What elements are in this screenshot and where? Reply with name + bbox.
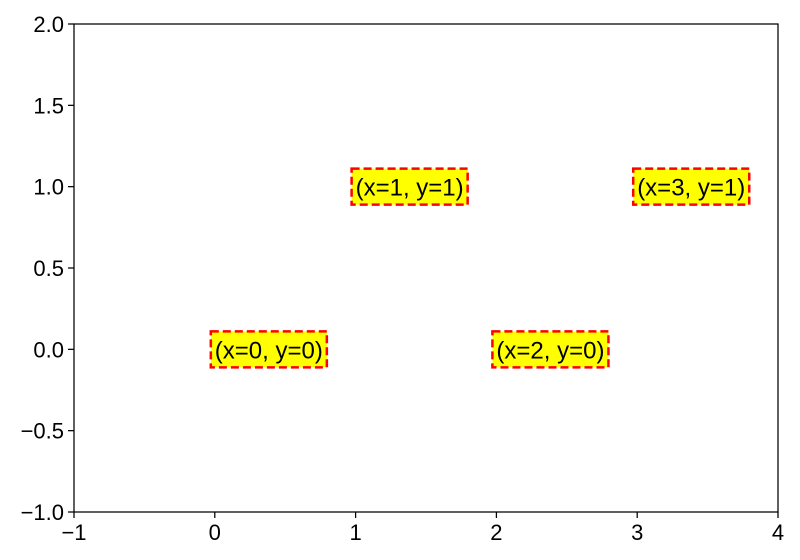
y-tick-label: −1.0 [21,500,64,525]
annotation-label: (x=0, y=0) [209,330,329,369]
y-tick-label: 0.5 [33,256,64,281]
annotation-box [491,330,610,369]
x-tick-label: 3 [631,520,643,545]
x-tick-label: 1 [349,520,361,545]
x-tick-label: −1 [61,520,86,545]
annotation-label: (x=2, y=0) [491,330,610,369]
y-axis: −1.0 −0.5 0.0 0.5 1.0 1.5 2.0 [21,12,74,525]
y-tick-label: 1.5 [33,93,64,118]
annotations: (x=0, y=0) (x=1, y=1) (x=2, y=0) (x=3, y=1) [209,167,751,369]
annotation-box [350,167,469,206]
plot-area [73,23,779,513]
annotation-text: (x=3, y=1) [637,175,745,202]
y-tick-label: 2.0 [33,12,64,37]
annotation-text: (x=0, y=0) [215,337,323,364]
annotation-label: (x=1, y=1) [350,167,469,206]
annotation-text: (x=2, y=0) [496,337,604,364]
annotation-label: (x=3, y=1) [631,167,751,206]
annotation-text: (x=1, y=1) [356,175,464,202]
y-tick-label: 1.0 [33,175,64,200]
y-tick-label: 0.0 [33,337,64,362]
y-tick-label: −0.5 [21,419,64,444]
x-axis: −1 0 1 2 3 4 [61,512,784,545]
x-tick-label: 4 [772,520,784,545]
x-tick-label: 2 [490,520,502,545]
annotation-box [209,330,329,369]
annotation-box [631,167,751,206]
x-tick-label: 0 [209,520,221,545]
